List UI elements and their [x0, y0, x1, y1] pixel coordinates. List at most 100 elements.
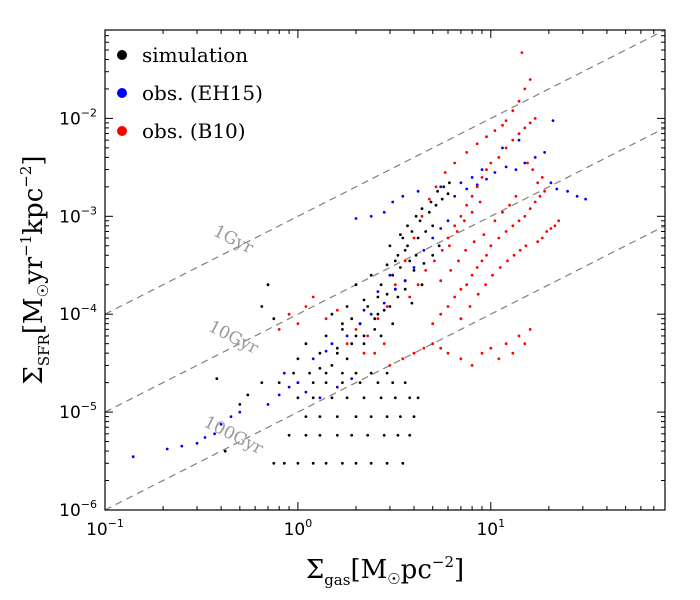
point-simulation-16: [382, 433, 386, 437]
point-obs-b10-19: [459, 357, 463, 361]
point-obs-b10-39: [489, 244, 493, 248]
point-simulation-86: [418, 219, 422, 223]
point-simulation-79: [406, 244, 409, 248]
point-obs-b10-43: [517, 219, 521, 223]
y-tick-label: 10−4: [59, 302, 97, 325]
legend: simulation obs. (EH15) obs. (B10): [117, 43, 263, 143]
reference-line-labels: 1Gyr 10Gyr 100Gyr: [200, 221, 267, 459]
point-obs-b10-44: [523, 214, 527, 218]
point-simulation-101: [391, 322, 395, 326]
y-tick-labels: 10−6 10−5 10−4 10−3 10−2: [59, 106, 97, 521]
point-simulation-110: [215, 377, 219, 380]
point-obs-b10-118: [416, 283, 420, 287]
point-obs-b10-116: [514, 194, 518, 198]
point-simulation-113: [266, 283, 270, 287]
point-obs-b10-12: [388, 364, 392, 367]
legend-marker-eh15: [117, 88, 127, 98]
x-axis-label: Σgas[M☉pc−2]: [306, 553, 464, 589]
point-simulation-15: [366, 433, 370, 437]
point-obs-b10-117: [408, 295, 412, 299]
point-simulation-68: [345, 305, 349, 308]
point-obs-b10-99: [545, 230, 549, 233]
point-obs-b10-76: [453, 161, 457, 165]
point-simulation-53: [335, 346, 339, 350]
point-obs-b10-86: [366, 334, 370, 338]
point-obs-eh15-6: [219, 422, 223, 426]
point-obs-b10-29: [431, 322, 435, 326]
point-obs-b10-113: [493, 219, 497, 223]
point-obs-eh15-56: [422, 248, 426, 252]
point-obs-b10-125: [470, 210, 474, 214]
point-simulation-114: [272, 317, 276, 321]
point-obs-eh15-10: [277, 393, 281, 397]
point-simulation-72: [399, 266, 402, 269]
point-simulation-74: [414, 253, 418, 257]
point-simulation-44: [292, 371, 295, 375]
point-simulation-61: [341, 328, 344, 331]
point-simulation-24: [385, 415, 389, 418]
point-obs-b10-24: [504, 342, 508, 346]
point-simulation-105: [318, 366, 322, 370]
point-obs-b10-52: [465, 203, 469, 207]
reference-label-10gyr: 10Gyr: [205, 317, 262, 359]
point-simulation-57: [345, 357, 349, 361]
point-obs-b10-112: [482, 233, 486, 237]
point-simulation-96: [437, 244, 441, 248]
point-simulation-41: [376, 381, 380, 384]
point-simulation-76: [369, 273, 373, 277]
point-obs-b10-111: [472, 240, 476, 244]
point-simulation-71: [391, 273, 395, 277]
point-obs-b10-17: [439, 346, 443, 350]
point-obs-eh15-49: [453, 194, 457, 198]
point-simulation-83: [388, 244, 392, 248]
point-simulation-42: [391, 381, 395, 384]
point-obs-eh15-20: [369, 312, 373, 316]
point-obs-b10-103: [536, 181, 540, 185]
point-obs-b10-120: [433, 259, 436, 263]
point-obs-eh15-54: [439, 227, 443, 230]
point-obs-b10-81: [412, 236, 416, 240]
point-obs-b10-66: [517, 99, 521, 103]
point-simulation-130: [403, 248, 407, 252]
point-obs-b10-22: [489, 346, 493, 350]
point-simulation-47: [341, 371, 344, 375]
point-obs-eh15-40: [543, 151, 546, 154]
point-obs-eh15-39: [533, 156, 537, 159]
point-simulation-58: [373, 328, 377, 331]
point-simulation-115: [420, 207, 424, 211]
point-obs-b10-119: [424, 269, 428, 272]
point-obs-b10-0: [277, 328, 281, 331]
x-tick-label: 100: [284, 517, 313, 540]
y-tick-label: 10−5: [59, 400, 97, 423]
y-axis-label: ΣSFR[M☉yr−1kpc−2]: [17, 155, 53, 384]
point-simulation-25: [399, 415, 402, 418]
point-obs-b10-33: [459, 287, 463, 291]
point-simulation-11: [304, 433, 308, 437]
point-obs-eh15-34: [480, 168, 484, 172]
point-obs-b10-7: [345, 342, 349, 346]
point-obs-eh15-53: [431, 236, 435, 240]
point-simulation-29: [330, 396, 334, 400]
point-obs-eh15-1: [165, 447, 169, 451]
point-obs-b10-78: [434, 185, 438, 189]
point-obs-eh15-59: [362, 308, 366, 312]
point-obs-eh15-58: [376, 290, 380, 293]
point-obs-b10-59: [504, 146, 508, 150]
point-simulation-89: [440, 197, 444, 201]
point-simulation-124: [366, 305, 370, 308]
point-obs-b10-115: [508, 203, 511, 207]
point-simulation-28: [311, 396, 315, 400]
point-obs-eh15-19: [358, 322, 362, 326]
point-obs-eh15-25: [354, 217, 358, 220]
point-simulation-108: [246, 393, 250, 397]
point-simulation-48: [354, 371, 358, 375]
point-simulation-126: [341, 322, 344, 326]
point-obs-eh15-24: [412, 266, 416, 269]
point-simulation-63: [376, 312, 380, 316]
point-simulation-95: [431, 253, 435, 257]
point-obs-b10-9: [362, 351, 366, 355]
point-obs-b10-6: [335, 308, 339, 312]
point-obs-b10-21: [480, 351, 484, 355]
point-obs-b10-51: [459, 214, 463, 218]
x-tick-label: 10−1: [86, 517, 124, 540]
